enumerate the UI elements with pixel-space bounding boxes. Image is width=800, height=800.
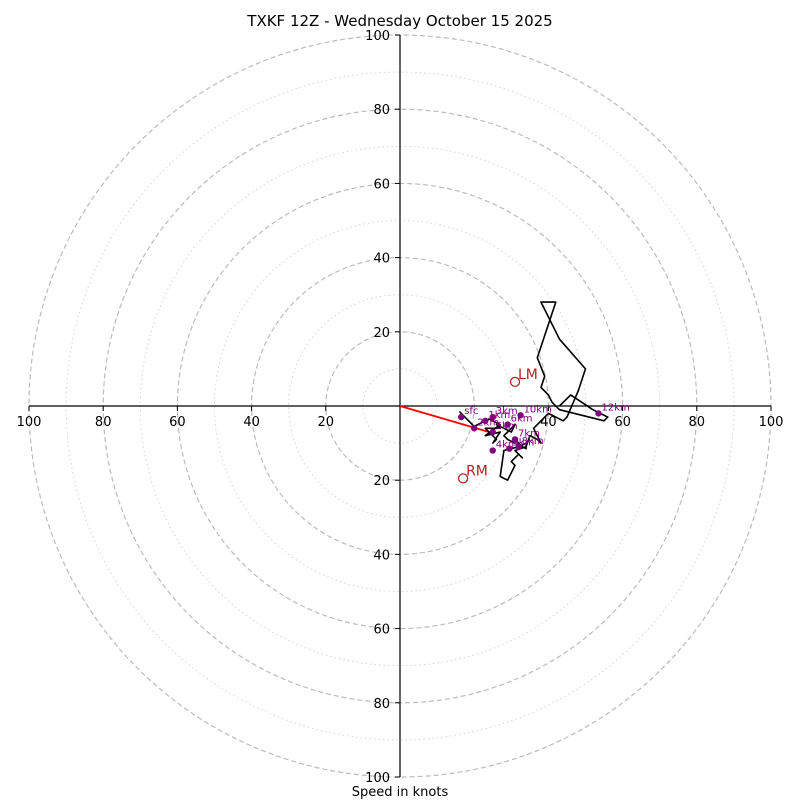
x-tick-left-40: 40 [243,415,260,430]
height-label-9km: 9km [512,438,534,449]
height-marker-12km [595,410,602,417]
hodograph-trace [458,301,609,482]
storm-motion-lm-label: LM [518,367,538,383]
x-tick-right-100: 100 [759,415,784,430]
chart-title: TXKF 12Z - Wednesday October 15 2025 [246,12,552,30]
x-tick-left-60: 60 [169,415,186,430]
y-tick-up-20: 20 [373,326,390,341]
y-tick-up-40: 40 [373,252,390,267]
y-tick-down-100: 100 [365,771,390,786]
height-marker-3km [489,413,496,421]
x-tick-right-40: 40 [540,415,557,430]
height-label-sfc: sfc [464,406,478,417]
height-label-5km: 5km [496,421,518,432]
y-tick-down-20: 20 [373,474,390,489]
y-tick-down-40: 40 [373,548,390,563]
storm-motion-lm-marker [509,376,521,388]
height-marker-1km [482,417,489,425]
storm-motion-rm-marker [457,473,469,484]
height-marker-5km [489,428,496,436]
trace-layer [458,301,609,482]
y-tick-up-80: 80 [373,103,390,118]
x-tick-left-80: 80 [95,415,112,430]
height-marker-8km [515,443,522,451]
height-label-8km: 8km [522,436,544,447]
height-marker-sfc [458,413,465,421]
storm-motion-markers: LM RM [457,367,538,484]
height-marker-10km [517,412,524,419]
storm-motion-rm-label: RM [466,463,488,479]
height-label-6km: 6km [511,414,533,425]
height-label-1km: 1km [488,410,510,421]
height-label-4km: 4km [496,440,518,451]
x-tick-left-100: 100 [17,415,42,430]
y-tick-up-60: 60 [373,177,390,192]
height-label-7km: 7km [518,428,540,439]
tick-labels: 100 80 60 40 20 40 60 80 100 100 80 60 40 20 20 40 60 80 1… [17,29,784,786]
x-tick-right-60: 60 [614,415,631,430]
x-tick-left-20: 20 [318,415,335,430]
x-axis-label: Speed in knots [352,785,449,800]
height-label-10km: 10km [524,404,552,415]
x-tick-right-80: 80 [689,415,706,430]
height-marker-2km [471,425,478,432]
y-tick-down-80: 80 [373,697,390,712]
height-label-2km: 2km [477,417,499,428]
height-marker-9km [506,445,513,452]
height-marker-7km [511,436,519,443]
height-label-3km: 3km [496,406,518,417]
y-tick-up-100: 100 [365,29,390,44]
height-marker-4km [489,447,496,454]
height-marker-6km [504,421,511,428]
y-tick-down-60: 60 [373,623,390,638]
height-label-12km: 12km [601,402,629,413]
